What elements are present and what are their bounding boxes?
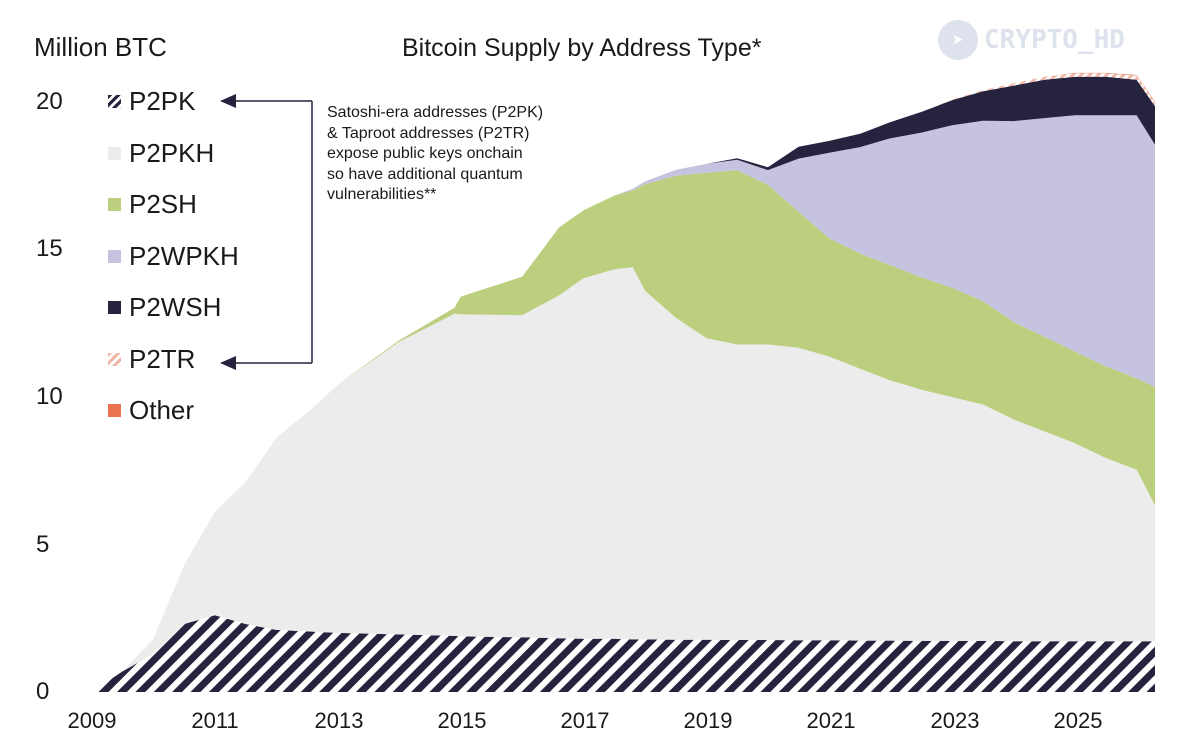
- y-tick-label: 20: [36, 88, 63, 115]
- legend-label: P2TR: [129, 344, 196, 374]
- x-tick-label: 2017: [560, 708, 610, 733]
- arrow-head-p2tr: [220, 356, 236, 370]
- x-tick-label: 2013: [314, 708, 364, 733]
- legend-swatch-p2wsh: [108, 301, 121, 314]
- legend-swatch-p2tr: [108, 353, 121, 366]
- annotation-arrows: [220, 94, 313, 370]
- legend-swatch-other: [108, 404, 121, 417]
- x-tick-label: 2025: [1053, 708, 1103, 733]
- legend-swatch-p2pkh: [108, 147, 121, 160]
- legend-label: P2WPKH: [129, 241, 239, 271]
- watermark: ➤ CRYPTO_HD: [938, 20, 1125, 60]
- legend-label: Other: [129, 395, 195, 425]
- watermark-text: CRYPTO_HD: [984, 25, 1125, 55]
- legend-swatch-p2pk: [108, 95, 121, 108]
- area-p2pkh: [92, 267, 1155, 692]
- x-tick-label: 2023: [930, 708, 980, 733]
- annotation-line: expose public keys onchain: [327, 145, 523, 162]
- legend-item-other: Other: [108, 395, 194, 426]
- legend-label: P2PK: [129, 86, 196, 116]
- legend-item-p2wsh: P2WSH: [108, 292, 221, 323]
- telegram-icon: ➤: [938, 20, 978, 60]
- y-axis-label: Million BTC: [34, 32, 167, 62]
- x-tick-label: 2011: [191, 708, 239, 733]
- y-tick-label: 5: [36, 531, 50, 558]
- y-tick-label: 15: [36, 235, 63, 262]
- y-tick-label: 0: [36, 678, 50, 705]
- annotation-line: vulnerabilities**: [327, 186, 437, 203]
- area-p2wpkh: [92, 115, 1155, 692]
- quantum-annotation: Satoshi-era addresses (P2PK) & Taproot a…: [327, 103, 543, 206]
- legend-item-p2sh: P2SH: [108, 189, 197, 220]
- annotation-line: & Taproot addresses (P2TR): [327, 124, 530, 142]
- legend-label: P2WSH: [129, 292, 222, 322]
- x-tick-label: 2009: [67, 708, 117, 733]
- annotation-line: Satoshi-era addresses (P2PK): [327, 104, 544, 121]
- legend-item-p2tr: P2TR: [108, 344, 195, 375]
- y-tick-label: 10: [36, 383, 63, 410]
- chart-title: Bitcoin Supply by Address Type*: [402, 34, 762, 62]
- x-tick-label: 2019: [683, 708, 733, 733]
- legend-label: P2SH: [129, 189, 197, 219]
- x-tick-label: 2015: [437, 708, 487, 733]
- arrow-head-p2pk: [220, 94, 236, 108]
- area-p2pk: [92, 615, 1155, 692]
- x-tick-label: 2021: [806, 708, 856, 733]
- annotation-line: so have additional quantum: [327, 165, 523, 183]
- legend-item-p2wpkh: P2WPKH: [108, 241, 239, 272]
- legend-swatch-p2sh: [108, 198, 121, 211]
- legend-item-p2pk: P2PK: [108, 86, 196, 117]
- area-p2sh: [92, 170, 1155, 693]
- legend-label: P2PKH: [129, 138, 215, 168]
- legend-swatch-p2wpkh: [108, 250, 121, 263]
- legend-item-p2pkh: P2PKH: [108, 138, 214, 169]
